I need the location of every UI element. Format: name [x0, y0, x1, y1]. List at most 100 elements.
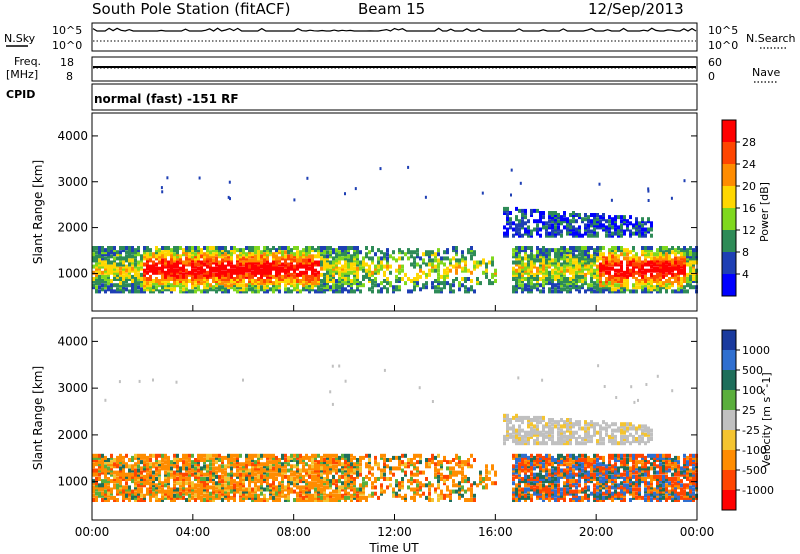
power-cell — [569, 277, 572, 281]
power-cell — [407, 250, 410, 255]
velocity-cell — [170, 460, 173, 465]
velocity-cell — [530, 485, 533, 490]
velocity-cell — [155, 493, 158, 498]
velocity-cell — [287, 462, 290, 467]
velocity-cell — [413, 466, 416, 471]
velocity-cell — [227, 491, 230, 496]
power-cell — [134, 281, 137, 286]
velocity-cell — [443, 474, 446, 479]
velocity-cell — [182, 495, 185, 500]
power-cell — [356, 277, 359, 281]
power-cell — [683, 254, 686, 259]
nsearch-tick-bottom: 10^0 — [708, 39, 738, 52]
velocity-cell — [203, 458, 206, 462]
power-cell — [560, 266, 563, 271]
velocity-cell — [416, 491, 419, 496]
power-cell — [170, 254, 173, 259]
velocity-cell — [161, 498, 164, 502]
power-cell — [134, 250, 137, 255]
velocity-cell — [353, 487, 356, 492]
power-cell — [179, 256, 182, 261]
power-cell — [560, 289, 563, 294]
power-cell — [179, 246, 182, 250]
velocity-cell — [530, 472, 533, 477]
power-cell — [569, 221, 572, 226]
velocity-cell — [461, 472, 464, 477]
power-cell — [293, 279, 296, 283]
velocity-cell — [206, 483, 209, 488]
power-cell — [287, 254, 290, 259]
power-cell — [524, 211, 527, 215]
velocity-cell — [188, 466, 191, 471]
power-cell — [128, 252, 131, 257]
velocity-cell — [245, 455, 248, 460]
velocity-cell — [203, 472, 206, 477]
power-cell — [644, 233, 647, 238]
velocity-cell — [260, 487, 263, 492]
power-cell — [335, 252, 338, 257]
power-cell — [443, 250, 446, 255]
velocity-cell — [464, 489, 467, 494]
velocity-cell — [449, 460, 452, 465]
power-cell — [149, 252, 152, 257]
velocity-cell — [428, 464, 431, 469]
velocity-cell — [248, 468, 251, 473]
velocity-cell — [224, 464, 227, 469]
velocity-cell — [233, 485, 236, 490]
velocity-cell — [239, 477, 242, 481]
power-cell — [530, 287, 533, 292]
power-cell — [560, 281, 563, 286]
power-cell — [392, 250, 395, 255]
power-cell — [503, 206, 506, 211]
power-cell — [320, 248, 323, 253]
power-cell — [647, 268, 650, 273]
velocity-cell — [530, 481, 533, 486]
velocity-cell — [536, 481, 539, 486]
power-cell — [566, 289, 569, 294]
power-cell — [215, 262, 218, 267]
velocity-cell — [308, 487, 311, 492]
power-cell — [191, 264, 194, 269]
power-cell — [473, 289, 476, 294]
velocity-cell — [164, 495, 167, 500]
velocity-cell — [278, 491, 281, 496]
velocity-cell — [182, 481, 185, 486]
power-cell — [272, 274, 275, 279]
velocity-cell — [533, 439, 536, 444]
power-cell — [356, 287, 359, 292]
power-cell — [545, 248, 548, 253]
power-cell — [354, 187, 357, 191]
velocity-cell — [365, 464, 368, 469]
velocity-cell — [155, 455, 158, 460]
power-cell — [239, 287, 242, 292]
velocity-cell — [167, 481, 170, 486]
power-cell — [164, 246, 167, 250]
power-cell — [257, 248, 260, 253]
power-cell — [602, 252, 605, 257]
power-cell — [161, 258, 164, 263]
velocity-cell — [206, 470, 209, 475]
velocity-cell — [230, 458, 233, 462]
power-cell — [554, 270, 557, 275]
power-cell — [170, 256, 173, 261]
power-cell — [203, 270, 206, 275]
velocity-cell — [302, 466, 305, 471]
velocity-cell — [311, 453, 314, 458]
power-cell — [554, 225, 557, 230]
power-cell — [692, 285, 695, 290]
power-cell — [200, 266, 203, 271]
power-cell — [515, 246, 518, 250]
power-cell — [602, 283, 605, 288]
power-cell — [560, 272, 563, 277]
power-cell — [293, 246, 296, 250]
power-cell — [149, 287, 152, 292]
velocity-cell — [224, 472, 227, 477]
velocity-cell — [473, 481, 476, 486]
power-cell — [614, 289, 617, 294]
velocity-cell — [314, 464, 317, 469]
velocity-cell — [116, 479, 119, 484]
power-cell — [437, 272, 440, 277]
velocity-cell — [224, 493, 227, 498]
power-cell — [515, 217, 518, 222]
velocity-cell — [542, 437, 545, 441]
